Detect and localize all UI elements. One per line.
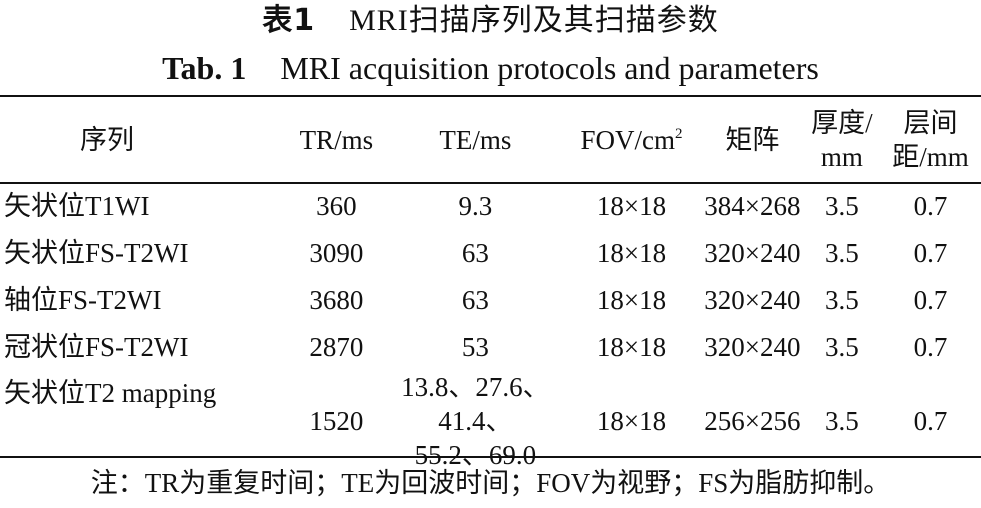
table-row: 矢状位T2 mapping 1520 13.8、27.6、41.4、 55.2、6… [0, 370, 981, 472]
cell-fov: 18×18 [596, 237, 667, 268]
header-row: 序列 TR/ms TE/ms FOV/cm2 矩阵 厚度/mm 层间 距/mm [0, 97, 981, 182]
cell-fov: 18×18 [596, 331, 667, 362]
header-te: TE/ms [439, 124, 512, 155]
table-header: 序列 TR/ms TE/ms FOV/cm2 矩阵 厚度/mm 层间 距/mm [0, 97, 981, 182]
cell-fov: 18×18 [596, 284, 667, 315]
bottom-rule [0, 456, 981, 458]
header-gap-line2: 距/mm [892, 141, 969, 172]
cell-sequence: 矢状位FS-T2WI [4, 237, 189, 268]
cell-thickness: 3.5 [825, 331, 859, 362]
cell-gap: 0.7 [913, 406, 948, 436]
table-row: 矢状位FS-T2WI 3090 63 18×18 320×240 3.5 0.7 [0, 229, 981, 276]
header-gap-line1: 层间 [903, 107, 958, 138]
header-matrix: 矩阵 [725, 124, 780, 155]
header-thickness-line2: mm [820, 141, 863, 172]
header-fov: FOV/cm2 [562, 97, 701, 182]
table-row: 轴位FS-T2WI 3680 63 18×18 320×240 3.5 0.7 [0, 276, 981, 323]
table-title-cn-text: MRI扫描序列及其扫描参数 [349, 4, 719, 37]
header-fov-superscript: 2 [675, 125, 683, 142]
cell-gap: 0.7 [913, 284, 948, 315]
header-sequence: 序列 [79, 124, 134, 155]
cell-matrix: 320×240 [704, 284, 801, 315]
table-number-cn: 表1 [262, 3, 316, 38]
cell-tr: 3090 [309, 237, 364, 268]
cell-te-line1: 13.8、27.6、41.4、 [401, 372, 550, 436]
cell-matrix: 320×240 [704, 237, 801, 268]
cell-thickness: 3.5 [825, 406, 859, 436]
header-thickness-line1: 厚度/ [811, 107, 873, 138]
cell-gap: 0.7 [913, 237, 948, 268]
table-row: 冠状位FS-T2WI 2870 53 18×18 320×240 3.5 0.7 [0, 323, 981, 370]
table-title-chinese: 表1 MRI扫描序列及其扫描参数 [0, 2, 981, 40]
acquisition-parameters-table: 序列 TR/ms TE/ms FOV/cm2 矩阵 厚度/mm 层间 距/mm 矢… [0, 97, 981, 472]
cell-gap: 0.7 [913, 331, 948, 362]
header-thickness: 厚度/mm [804, 97, 880, 182]
cell-matrix: 320×240 [704, 331, 801, 362]
cell-tr: 1520 [309, 406, 364, 436]
cell-gap: 0.7 [913, 190, 948, 221]
cell-sequence: 冠状位FS-T2WI [4, 331, 189, 362]
table-row: 矢状位T1WI 360 9.3 18×18 384×268 3.5 0.7 [0, 182, 981, 229]
cell-fov: 18×18 [596, 406, 667, 436]
cell-matrix: 384×268 [704, 190, 801, 221]
top-rule [0, 95, 981, 97]
cell-te: 63 [461, 284, 489, 315]
cell-te: 63 [461, 237, 489, 268]
cell-tr: 360 [316, 190, 357, 221]
cell-tr: 3680 [309, 284, 364, 315]
cell-thickness: 3.5 [825, 190, 859, 221]
cell-te-line2: 55.2、69.0 [414, 440, 537, 470]
cell-sequence: 矢状位T1WI [4, 190, 150, 221]
cell-te: 53 [461, 331, 489, 362]
table-title-en-text: MRI acquisition protocols and parameters [280, 50, 819, 86]
header-rule [0, 182, 981, 184]
table-number-en: Tab. 1 [162, 50, 247, 86]
cell-te: 9.3 [458, 190, 493, 221]
table-body: 矢状位T1WI 360 9.3 18×18 384×268 3.5 0.7 矢状… [0, 182, 981, 472]
cell-matrix: 256×256 [704, 406, 801, 436]
table-title-english: Tab. 1 MRI acquisition protocols and para… [0, 48, 981, 88]
cell-tr: 2870 [309, 331, 364, 362]
cell-te: 13.8、27.6、41.4、 55.2、69.0 [389, 370, 562, 472]
table-footnote: 注：TR为重复时间；TE为回波时间；FOV为视野；FS为脂肪抑制。 [90, 468, 891, 498]
cell-fov: 18×18 [596, 190, 667, 221]
cell-thickness: 3.5 [825, 284, 859, 315]
header-tr: TR/ms [299, 124, 374, 155]
cell-sequence: 矢状位T2 mapping [4, 378, 217, 408]
header-fov-text: FOV/cm [580, 124, 676, 155]
header-gap: 层间 距/mm [880, 97, 981, 182]
cell-thickness: 3.5 [825, 237, 859, 268]
cell-sequence: 轴位FS-T2WI [4, 284, 162, 315]
